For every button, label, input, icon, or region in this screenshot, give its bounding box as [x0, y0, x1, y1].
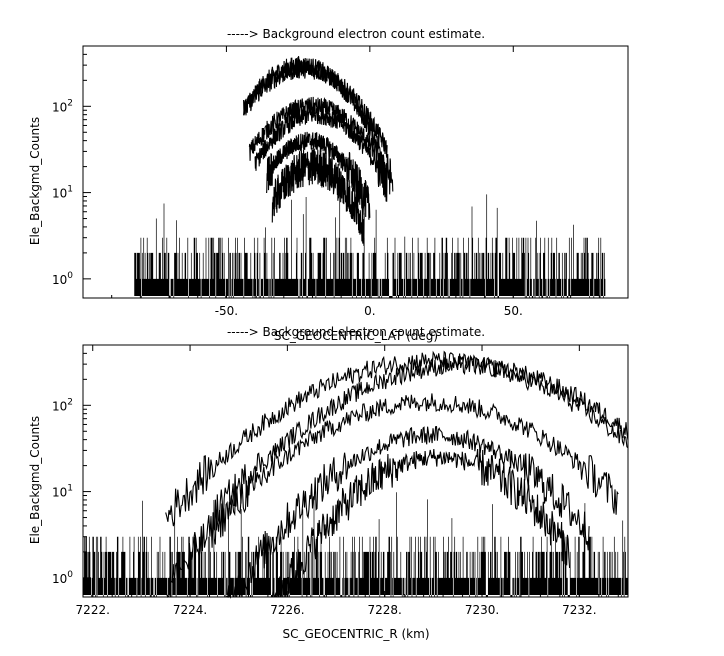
noise-floor-spikes: [82, 492, 628, 597]
plot-frame: [82, 45, 629, 299]
series-line: [243, 60, 388, 158]
y-tick-label: 102: [52, 397, 73, 413]
y-tick-label: 100: [52, 570, 73, 586]
y-axis-label: Ele_Backgmd_Counts: [28, 117, 42, 245]
plot-frame: [82, 344, 629, 598]
plot-area: [82, 350, 629, 599]
axes: -50. 0. 50. 100 101 102: [52, 45, 629, 318]
series-line: [271, 147, 365, 246]
y-axis-label: Ele_Backgmd_Counts: [28, 416, 42, 544]
chart-title: -----> Background electron count estimat…: [227, 325, 485, 339]
y-tick-label: 101: [52, 185, 73, 201]
chart-panel-lat: -----> Background electron count estimat…: [28, 27, 629, 343]
x-tick-label: 7224.: [173, 603, 207, 617]
x-tick-label: 0.: [364, 304, 375, 318]
x-axis-label: SC_GEOCENTRIC_LAT (deg): [274, 329, 438, 343]
x-axis-label: SC_GEOCENTRIC_R (km): [283, 627, 430, 641]
x-tick-label: 7230.: [465, 603, 499, 617]
x-tick-label: 7226.: [270, 603, 304, 617]
x-tick-label: 50.: [504, 304, 523, 318]
chart-panel-radius: -----> Background electron count estimat…: [28, 325, 629, 641]
series-line: [214, 425, 590, 599]
y-tick-label: 101: [52, 484, 73, 500]
x-tick-label: 7222.: [76, 603, 110, 617]
series-line: [266, 131, 371, 220]
y-tick-label: 102: [52, 98, 73, 114]
series-line: [213, 355, 629, 531]
x-tick-label: 7228.: [368, 603, 402, 617]
series-line: [254, 105, 388, 202]
series-line: [263, 448, 571, 598]
axes: 7222. 7224. 7226. 7228. 7230. 7232. 100 101 102: [52, 344, 619, 617]
noise-floor-spikes: [134, 193, 606, 298]
y-tick-label: 100: [52, 271, 73, 287]
chart-title: -----> Background electron count estimat…: [227, 27, 485, 41]
x-tick-label: 7232.: [562, 603, 596, 617]
plot-area: [134, 56, 606, 298]
series-line: [165, 393, 619, 598]
x-tick-label: -50.: [215, 304, 238, 318]
